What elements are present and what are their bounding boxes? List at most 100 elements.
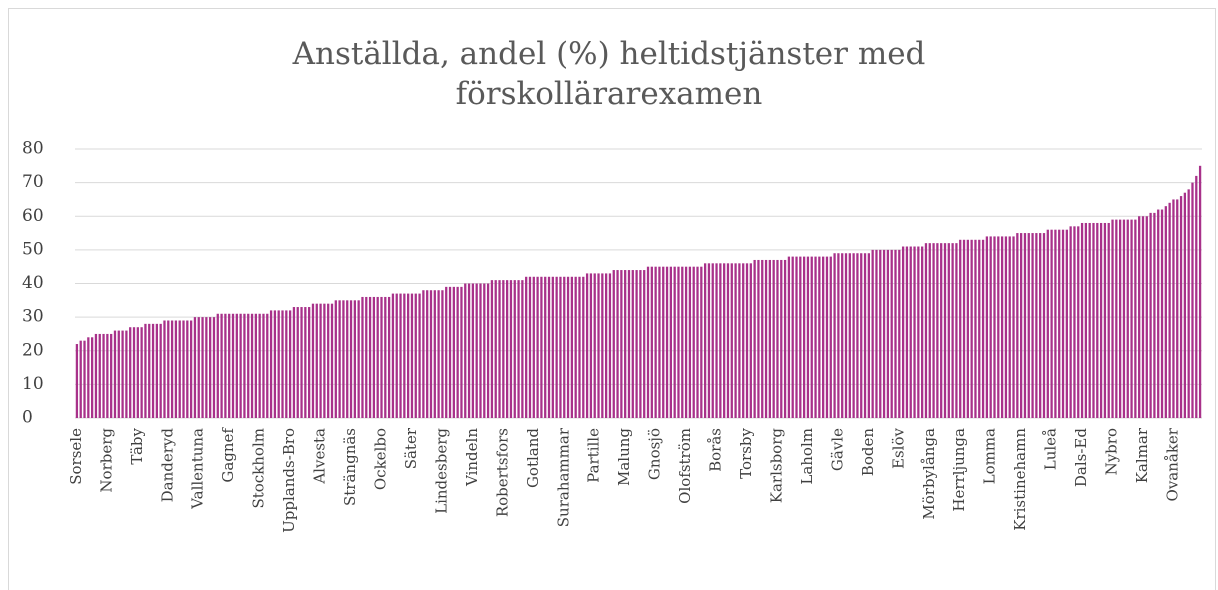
bar	[456, 286, 459, 418]
bar	[471, 283, 475, 418]
bar	[178, 320, 181, 418]
bar	[867, 253, 870, 418]
bar	[148, 323, 151, 418]
bar	[566, 276, 570, 418]
bar	[1080, 222, 1084, 418]
bar	[212, 317, 216, 418]
bar	[825, 256, 829, 418]
bar	[1191, 182, 1194, 418]
bar	[959, 239, 962, 418]
y-tick-label: 40	[22, 273, 44, 293]
bar	[521, 280, 524, 418]
x-tick-label: Partille	[585, 428, 603, 483]
bar	[608, 273, 612, 418]
bar	[441, 290, 444, 418]
bar	[140, 327, 143, 418]
bar	[235, 313, 238, 418]
bar	[665, 266, 669, 418]
bar	[951, 243, 954, 418]
bar	[981, 239, 985, 418]
x-tick-label: Karlsborg	[767, 428, 785, 504]
bar	[266, 313, 269, 418]
bar	[726, 263, 730, 418]
bar	[1073, 226, 1076, 418]
bar	[1153, 212, 1156, 418]
bar	[635, 270, 638, 418]
bar	[407, 293, 410, 418]
bar	[764, 259, 768, 418]
bar	[681, 266, 684, 418]
bar	[654, 266, 657, 418]
bar	[1031, 233, 1034, 418]
bar	[749, 263, 752, 418]
bar	[589, 273, 593, 418]
x-tick-label: Sorsele	[67, 428, 85, 485]
bar	[189, 320, 193, 418]
bar	[1198, 165, 1202, 418]
bar	[627, 270, 631, 418]
bar	[399, 293, 402, 418]
bar	[1058, 229, 1061, 418]
bar	[170, 320, 174, 418]
x-tick-label: Kristinehamn	[1011, 428, 1029, 531]
y-tick-label: 70	[22, 172, 44, 192]
bar	[125, 330, 128, 418]
x-tick-label: Kalmar	[1133, 427, 1151, 483]
bar	[818, 256, 821, 418]
bar	[711, 263, 714, 418]
bar	[1065, 229, 1068, 418]
bar	[1122, 219, 1126, 418]
bar	[75, 344, 79, 418]
bar	[136, 327, 139, 418]
bar	[989, 236, 992, 418]
bar	[372, 296, 376, 418]
y-tick-label: 0	[22, 408, 33, 428]
bar	[997, 236, 1000, 418]
bar	[943, 243, 947, 418]
bar	[1077, 226, 1080, 418]
bar	[327, 303, 330, 418]
bar	[787, 256, 791, 418]
bar	[905, 246, 909, 418]
bar	[597, 273, 600, 418]
bar	[734, 263, 737, 418]
bar	[300, 307, 303, 418]
bar	[1020, 233, 1023, 418]
bar	[696, 266, 699, 418]
bar	[159, 323, 162, 418]
y-tick-label: 10	[22, 374, 44, 394]
bar	[757, 259, 760, 418]
bar	[856, 253, 859, 418]
bar	[684, 266, 688, 418]
bar	[898, 249, 901, 418]
bar	[445, 286, 448, 418]
bar	[669, 266, 673, 418]
bar	[753, 259, 756, 418]
bar	[201, 317, 204, 418]
bar	[772, 259, 775, 418]
bar	[90, 337, 94, 418]
bar	[871, 249, 874, 418]
bar	[1004, 236, 1008, 418]
x-tick-label: Nybro	[1103, 428, 1121, 475]
x-tick-label: Laholm	[798, 428, 816, 485]
bar	[380, 296, 383, 418]
bar	[692, 266, 695, 418]
bar	[224, 313, 227, 418]
bar	[509, 280, 513, 418]
bar	[1084, 222, 1088, 418]
bar	[292, 307, 296, 418]
bar	[83, 340, 86, 418]
bar	[814, 256, 817, 418]
bar	[894, 249, 897, 418]
bar	[464, 283, 467, 418]
bar	[833, 253, 836, 418]
bar	[1115, 219, 1118, 418]
bar	[540, 276, 543, 418]
bar	[913, 246, 916, 418]
bar	[144, 323, 147, 418]
x-tick-label: Robertsfors	[493, 428, 511, 517]
x-tick-label: Norberg	[97, 428, 115, 493]
bar	[258, 313, 261, 418]
